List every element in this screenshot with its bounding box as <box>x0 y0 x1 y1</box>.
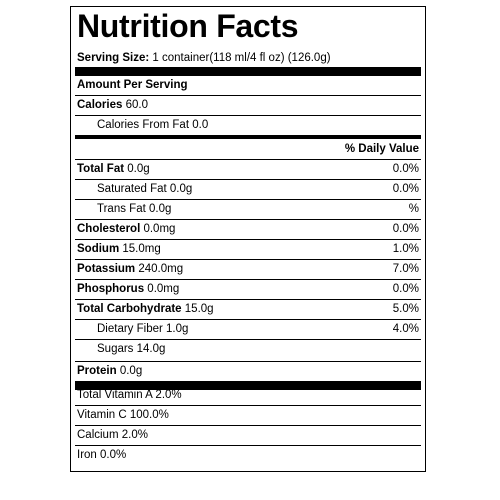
divider <box>75 179 421 180</box>
nutrient-daily-value: 0.0% <box>392 163 419 175</box>
divider <box>75 319 421 320</box>
serving-size-value: 1 container(118 ml/4 fl oz) (126.0g) <box>152 52 331 64</box>
nutrient-label: Trans Fat <box>97 203 146 215</box>
vitamin-row: Calcium 2.0% <box>77 425 419 445</box>
calories-label: Calories <box>77 99 123 111</box>
thick-divider <box>75 381 421 390</box>
serving-size-label: Serving Size: <box>77 52 150 64</box>
thick-divider <box>75 67 421 76</box>
nutrient-label: Dietary Fiber <box>97 323 163 335</box>
nutrient-daily-value: 7.0% <box>392 263 419 275</box>
divider <box>75 159 421 160</box>
nutrient-row-protein: Protein 0.0g <box>77 361 419 381</box>
nutrient-label: Saturated Fat <box>97 183 167 195</box>
nutrient-label: Sugars <box>97 343 134 355</box>
calories-row: Calories 60.0 <box>77 95 419 115</box>
nutrient-row-sodium: Sodium 15.0mg 1.0% <box>77 239 419 259</box>
daily-value-header-row: % Daily Value <box>77 139 419 159</box>
nutrient-row-trans-fat: Trans Fat 0.0g % <box>97 199 419 219</box>
nutrient-daily-value: 0.0% <box>392 183 419 195</box>
divider <box>75 361 421 362</box>
vitamin-text: Iron 0.0% <box>77 449 127 461</box>
nutrient-daily-value: 4.0% <box>392 323 419 335</box>
nutrient-amount: 14.0g <box>136 343 166 355</box>
divider <box>75 299 421 300</box>
serving-size: Serving Size: 1 container(118 ml/4 fl oz… <box>77 51 331 65</box>
nutrient-row-potassium: Potassium 240.0mg 7.0% <box>77 259 419 279</box>
nutrient-row-saturated-fat: Saturated Fat 0.0g 0.0% <box>97 179 419 199</box>
daily-value-header: % Daily Value <box>344 143 419 155</box>
nutrient-row-phosphorus: Phosphorus 0.0mg 0.0% <box>77 279 419 299</box>
nutrient-label: Protein <box>77 365 117 377</box>
nutrient-amount: 240.0mg <box>138 263 184 275</box>
nutrient-amount: 0.0g <box>127 163 150 175</box>
divider <box>75 115 421 116</box>
divider <box>75 445 421 446</box>
nutrient-daily-value: 0.0% <box>392 223 419 235</box>
divider <box>75 339 421 340</box>
nutrient-amount: 0.0mg <box>143 223 176 235</box>
nutrient-label: Sodium <box>77 243 120 255</box>
nutrient-amount: 0.0g <box>119 365 143 377</box>
medium-divider <box>75 135 421 139</box>
nutrient-row-total-carbohydrate: Total Carbohydrate 15.0g 5.0% <box>77 299 419 319</box>
vitamin-row: Vitamin C 100.0% <box>77 405 419 425</box>
amount-per-serving: Amount Per Serving <box>77 75 419 95</box>
vitamin-text: Calcium 2.0% <box>77 429 148 441</box>
vitamin-row: Iron 0.0% <box>77 445 419 465</box>
vitamin-row: Total Vitamin A 2.0% <box>77 385 419 405</box>
nutrient-label: Potassium <box>77 263 136 275</box>
nutrient-daily-value: 0.0% <box>392 283 419 295</box>
divider <box>75 259 421 260</box>
nutrient-row-total-fat: Total Fat 0.0g 0.0% <box>77 159 419 179</box>
divider <box>75 425 421 426</box>
divider <box>75 279 421 280</box>
nutrient-row-dietary-fiber: Dietary Fiber 1.0g 4.0% <box>97 319 419 339</box>
label-title: Nutrition Facts <box>77 8 299 44</box>
vitamin-text: Total Vitamin A 2.0% <box>77 389 182 401</box>
nutrient-label: Total Fat <box>77 163 125 175</box>
divider <box>75 199 421 200</box>
amount-per-serving-label: Amount Per Serving <box>77 79 188 91</box>
nutrient-amount: 0.0mg <box>147 283 180 295</box>
nutrient-label: Total Carbohydrate <box>77 303 182 315</box>
nutrition-facts-label: Nutrition Facts Serving Size: 1 containe… <box>70 6 426 472</box>
nutrient-label: Phosphorus <box>77 283 145 295</box>
vitamin-text: Vitamin C 100.0% <box>77 409 169 421</box>
nutrient-daily-value: 1.0% <box>392 243 419 255</box>
divider <box>75 239 421 240</box>
nutrient-daily-value: 5.0% <box>392 303 419 315</box>
divider <box>75 95 421 96</box>
nutrient-amount: 0.0g <box>169 183 193 195</box>
calories-value: 60.0 <box>125 99 148 111</box>
nutrient-amount: 0.0g <box>148 203 172 215</box>
nutrient-row-cholesterol: Cholesterol 0.0mg 0.0% <box>77 219 419 239</box>
nutrient-amount: 15.0g <box>184 303 214 315</box>
nutrient-amount: 15.0mg <box>122 243 161 255</box>
nutrient-amount: 1.0g <box>166 323 189 335</box>
nutrient-row-sugars: Sugars 14.0g <box>97 339 419 359</box>
calories-from-fat-row: Calories From Fat 0.0 <box>97 115 419 135</box>
calories-from-fat-label: Calories From Fat <box>97 119 190 131</box>
divider <box>75 405 421 406</box>
nutrient-daily-value: % <box>408 203 419 215</box>
nutrient-label: Cholesterol <box>77 223 141 235</box>
calories-from-fat-value: 0.0 <box>192 119 209 131</box>
divider <box>75 219 421 220</box>
